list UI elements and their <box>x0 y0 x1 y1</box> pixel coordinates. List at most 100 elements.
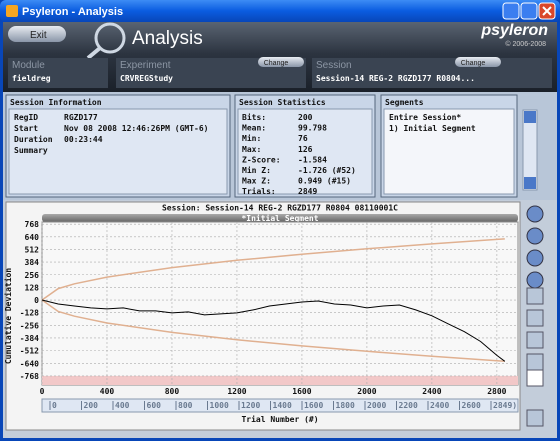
segment-bar[interactable] <box>42 214 518 222</box>
y-tick-label: 256 <box>25 271 40 280</box>
change-session-button[interactable] <box>455 57 501 67</box>
module-value: fieldreg <box>12 73 51 83</box>
range-label: 2400 <box>430 401 449 410</box>
field-label: Z-Score: <box>242 155 281 164</box>
tool-button[interactable] <box>526 287 544 305</box>
range-label: 1400 <box>273 401 292 410</box>
y-tick-label: -512 <box>20 347 39 356</box>
change-experiment-button[interactable] <box>258 57 304 67</box>
x-tick-label: 2000 <box>357 387 376 396</box>
field-value: 99.798 <box>298 124 327 133</box>
segment-item: Entire Session* <box>389 112 461 122</box>
module-field <box>8 58 108 88</box>
plot-area <box>41 221 519 386</box>
range-label: 1800 <box>336 401 355 410</box>
x-tick-label: 400 <box>100 387 115 396</box>
experiment-label: Experiment <box>120 60 171 71</box>
range-label: 800 <box>178 401 193 410</box>
field-label: Summary <box>14 146 48 155</box>
y-tick-label: 512 <box>25 245 40 254</box>
range-label: 200 <box>84 401 99 410</box>
experiment-value: CRVREGStudy <box>120 74 173 83</box>
window-title: Psyleron - Analysis <box>22 6 123 18</box>
field-value: Nov 08 2008 12:46:26PM (GMT-6) <box>64 124 209 133</box>
zoom-button[interactable] <box>526 205 544 223</box>
field-label: Trials: <box>242 186 276 196</box>
y-tick-label: -128 <box>20 309 39 318</box>
y-tick-label: 128 <box>25 283 40 292</box>
help-button[interactable] <box>526 369 544 387</box>
envelope-line <box>41 238 505 301</box>
scroll-up[interactable] <box>524 111 536 123</box>
field-value: -1.584 <box>298 155 327 164</box>
field-label: Start <box>14 124 38 133</box>
app-icon <box>6 5 18 17</box>
field-label: Mean: <box>242 124 266 133</box>
zoom-button[interactable] <box>526 271 544 289</box>
tool-button[interactable] <box>526 353 544 371</box>
segments-scrollbar[interactable] <box>522 109 538 191</box>
range-label: 1600 <box>304 401 323 410</box>
envelope-line <box>41 299 505 362</box>
change-label: Change <box>264 60 289 67</box>
y-tick-label: 384 <box>25 258 40 267</box>
field-label: Min Z: <box>242 165 271 175</box>
field-value: -1.726 (#52) <box>298 166 356 175</box>
zoom-button[interactable] <box>526 227 544 245</box>
range-label: 400 <box>115 401 130 410</box>
module-label: Module <box>12 60 45 71</box>
x-tick-label: 2400 <box>422 387 441 396</box>
analysis-icon <box>94 22 126 54</box>
copyright: © 2006-2008 <box>505 40 546 48</box>
toolbar <box>526 205 544 427</box>
session-label: Session <box>316 60 352 71</box>
panel-body <box>8 108 228 195</box>
tool-button[interactable] <box>526 331 544 349</box>
y-tick-label: -640 <box>20 359 39 368</box>
session-field <box>312 58 552 88</box>
y-tick-label: -256 <box>20 321 39 330</box>
logo: psyleron <box>480 22 548 39</box>
field-value: 200 <box>298 113 313 122</box>
scroll-down[interactable] <box>524 177 536 189</box>
y-tick-label: 768 <box>25 220 40 229</box>
range-label: 1000 <box>210 401 229 410</box>
x-axis-label: Trial Number (#) <box>241 414 318 424</box>
zoom-button[interactable] <box>526 249 544 267</box>
field-value: 00:23:44 <box>64 135 103 144</box>
x-tick-label: 2800 <box>487 387 506 396</box>
panel-body <box>237 108 373 195</box>
change-label: Change <box>461 60 486 67</box>
field-value: RGZD177 <box>64 113 98 122</box>
exit-button[interactable] <box>8 26 66 42</box>
segment-label: *Initial Segment <box>241 213 318 223</box>
field-value: 126 <box>298 145 313 154</box>
range-label: 600 <box>147 401 162 410</box>
tool-button[interactable] <box>526 309 544 327</box>
y-tick-label: -384 <box>20 334 39 343</box>
exit-label: Exit <box>30 30 47 41</box>
field-label: Max Z: <box>242 177 271 186</box>
range-label: 2200 <box>399 401 418 410</box>
export-button[interactable] <box>526 409 544 427</box>
field-label: Bits: <box>242 112 266 122</box>
range-label: 0 <box>52 401 57 410</box>
range-label: 2000 <box>367 401 386 410</box>
field-label: Duration <box>14 134 53 144</box>
range-scrollbar[interactable] <box>41 398 519 413</box>
panel-title: Session Information <box>10 97 102 107</box>
minimize-button[interactable] <box>502 2 520 20</box>
x-tick-label: 1200 <box>227 387 246 396</box>
maximize-button[interactable] <box>520 2 538 20</box>
chart-title: Session: Session-14 REG-2 RGZD177 R0804 … <box>162 203 398 213</box>
field-label: Max: <box>242 145 261 154</box>
analysis-icon-handle <box>86 46 102 60</box>
session-value: Session-14 REG-2 RGZD177 R0804... <box>316 73 475 83</box>
panel-title: Segments <box>385 98 424 107</box>
field-label: Min: <box>242 133 261 143</box>
deviation-line <box>41 299 506 362</box>
segments-list[interactable] <box>383 108 515 195</box>
title-bar <box>0 0 560 22</box>
range-label: 2849) <box>493 401 517 410</box>
